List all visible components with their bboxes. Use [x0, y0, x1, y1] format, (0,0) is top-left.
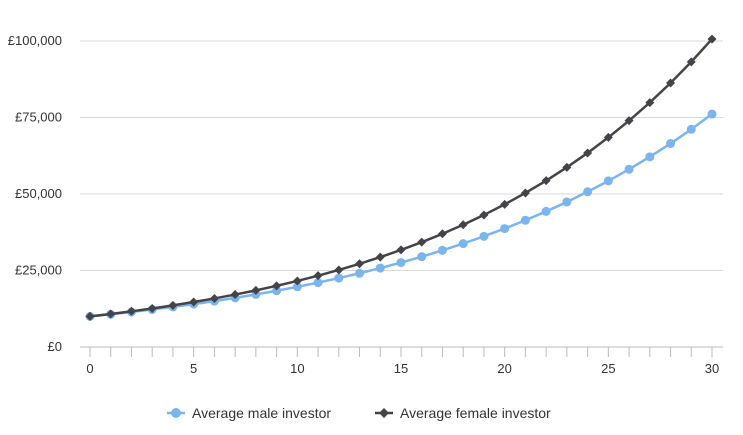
- data-point: [707, 34, 717, 44]
- data-point: [334, 273, 344, 283]
- data-point: [520, 188, 530, 198]
- y-axis: £0 £25,000 £50,000 £75,000 £100,000: [8, 33, 62, 354]
- data-point: [686, 124, 696, 134]
- x-tick-label: 25: [601, 361, 615, 376]
- data-point: [458, 220, 468, 230]
- series-group: [85, 34, 717, 321]
- data-point: [603, 176, 613, 186]
- data-point: [520, 215, 530, 225]
- x-tick-label: 5: [190, 361, 197, 376]
- data-point: [396, 258, 406, 268]
- data-point: [106, 309, 116, 319]
- data-point: [396, 245, 406, 255]
- data-point: [666, 139, 676, 149]
- x-tick-label: 30: [705, 361, 719, 376]
- data-point: [334, 265, 344, 275]
- data-point: [313, 278, 323, 288]
- legend: Average male investor Average female inve…: [167, 405, 551, 421]
- data-point: [603, 132, 613, 142]
- legend-label: Average male investor: [192, 405, 331, 421]
- data-point: [707, 109, 717, 119]
- legend-item[interactable]: Average female investor: [375, 405, 551, 421]
- data-point: [355, 268, 365, 278]
- data-point: [541, 206, 551, 216]
- data-point: [230, 290, 240, 300]
- data-point: [85, 311, 95, 321]
- data-point: [562, 162, 572, 172]
- data-point: [624, 164, 634, 174]
- data-point: [645, 152, 655, 162]
- legend-marker-circle: [171, 408, 181, 418]
- data-point: [189, 297, 199, 307]
- data-point: [583, 148, 593, 158]
- x-tick-label: 20: [497, 361, 511, 376]
- data-point: [417, 237, 427, 247]
- data-point: [417, 252, 427, 262]
- data-point: [375, 263, 385, 273]
- data-point: [500, 224, 510, 234]
- data-point: [168, 300, 178, 310]
- data-point: [479, 231, 489, 241]
- y-tick-label: £50,000: [15, 186, 62, 201]
- legend-marker-diamond: [379, 408, 389, 418]
- x-tick-label: 10: [290, 361, 304, 376]
- data-point: [292, 282, 302, 292]
- y-tick-label: £25,000: [15, 263, 62, 278]
- series-line: [88, 112, 714, 318]
- data-point: [375, 252, 385, 262]
- data-point: [147, 303, 157, 313]
- data-point: [458, 239, 468, 249]
- data-point: [562, 197, 572, 207]
- data-point: [500, 199, 510, 209]
- legend-item[interactable]: Average male investor: [167, 405, 331, 421]
- data-point: [251, 285, 261, 295]
- data-point: [624, 116, 634, 126]
- x-tick-label: 15: [394, 361, 408, 376]
- legend-label: Average female investor: [400, 405, 551, 421]
- x-axis: 0 5 10 15 20 25 30: [80, 346, 723, 376]
- data-point: [292, 276, 302, 286]
- data-point: [313, 271, 323, 281]
- data-point: [272, 286, 282, 296]
- data-point: [437, 229, 447, 239]
- data-point: [355, 259, 365, 269]
- data-point: [583, 187, 593, 197]
- data-point: [666, 78, 676, 88]
- y-tick-label: £0: [48, 339, 62, 354]
- data-point: [686, 57, 696, 67]
- y-tick-label: £75,000: [15, 110, 62, 125]
- data-point: [209, 293, 219, 303]
- data-point: [645, 98, 655, 108]
- series-line: [88, 37, 714, 318]
- x-tick-label: 0: [86, 361, 93, 376]
- y-tick-label: £100,000: [8, 33, 62, 48]
- data-point: [437, 245, 447, 255]
- data-point: [272, 281, 282, 291]
- data-point: [541, 176, 551, 186]
- data-point: [126, 306, 136, 316]
- series-male: [85, 109, 717, 321]
- gridlines: [80, 40, 723, 271]
- series-female: [85, 34, 717, 321]
- data-point: [479, 210, 489, 220]
